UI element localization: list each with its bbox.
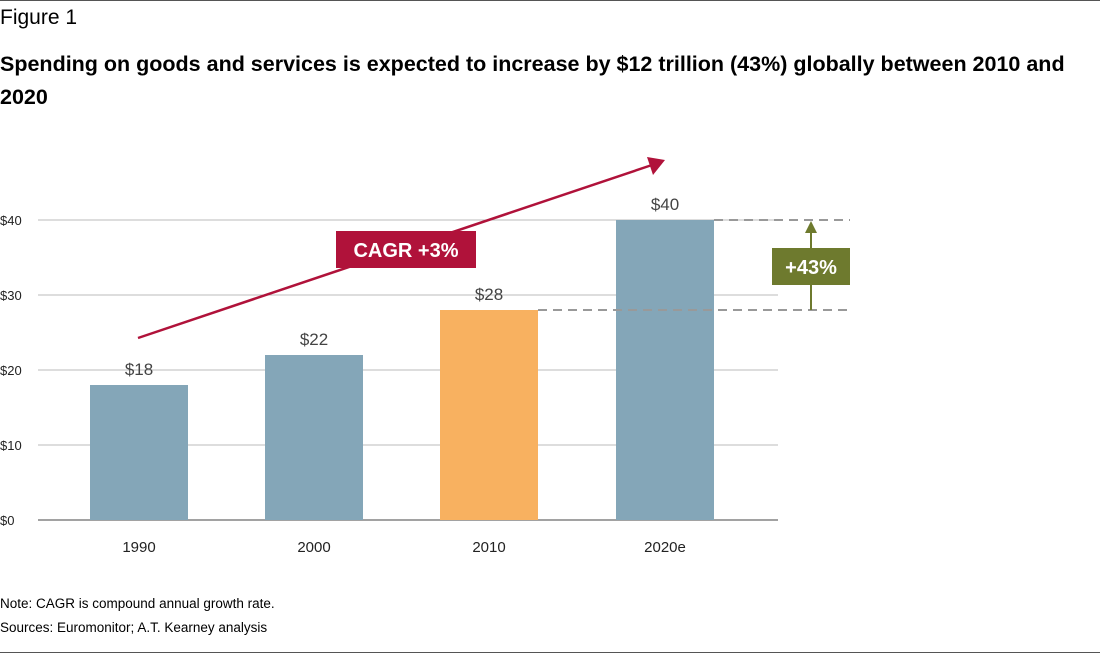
x-tick-label: 2010 [472, 539, 505, 556]
y-tick-label: $30 [0, 288, 22, 303]
bar [440, 310, 538, 520]
x-tick-label: 2020e [644, 539, 686, 556]
cagr-badge [336, 231, 476, 268]
bar [265, 355, 363, 520]
bar [90, 385, 188, 520]
y-tick-label: $10 [0, 438, 22, 453]
y-tick-label: $0 [0, 513, 14, 528]
data-label: $18 [125, 360, 153, 379]
bar [616, 220, 714, 520]
cagr-arrow-head [647, 157, 665, 175]
growth-label: +43% [785, 257, 837, 279]
growth-badge [772, 248, 850, 285]
cagr-label: CAGR +3% [353, 240, 458, 262]
chart-title: Spending on goods and services is expect… [0, 52, 1065, 109]
bar-chart: $0 $10 $20 $30 $40 $18 1990 $22 2000 $28 2010 $40 20… [0, 157, 850, 556]
x-tick-label: 2000 [297, 539, 330, 556]
data-label: $22 [300, 330, 328, 349]
sources-text: Sources: Euromonitor; A.T. Kearney analy… [0, 620, 268, 635]
note-text: Note: CAGR is compound annual growth rat… [0, 596, 275, 611]
growth-arrow-head [805, 221, 817, 233]
data-label: $40 [651, 195, 679, 214]
figure-label: Figure 1 [0, 6, 78, 29]
top-rule [0, 0, 1100, 1]
data-label: $28 [475, 285, 503, 304]
y-tick-label: $40 [0, 213, 22, 228]
y-tick-label: $20 [0, 363, 22, 378]
x-tick-label: 1990 [122, 539, 155, 556]
bottom-rule [0, 652, 1100, 653]
